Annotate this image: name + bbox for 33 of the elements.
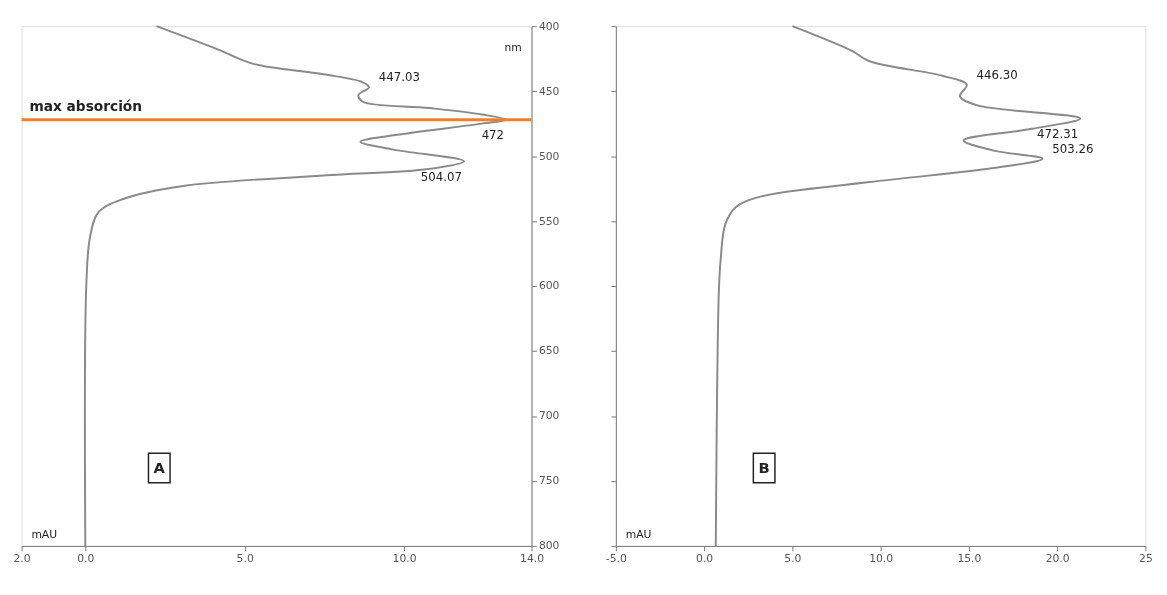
y-tick-label: 600 xyxy=(538,279,560,293)
y-tick-label: 800 xyxy=(538,539,560,553)
y-tick-label: 550 xyxy=(538,214,560,228)
annotation: 504.07 xyxy=(420,169,462,184)
x-axis-title: mAU xyxy=(31,528,58,542)
annotation: A xyxy=(153,458,166,476)
y-tick-label: 650 xyxy=(538,344,560,358)
y-tick-label: 750 xyxy=(538,474,560,488)
x-tick-label: 10.0 xyxy=(392,552,417,566)
annotation: 472 xyxy=(481,128,505,143)
x-tick-label: 10.0 xyxy=(869,552,894,566)
y-axis-title: nm xyxy=(504,40,522,54)
annotation: 472.31 xyxy=(1037,127,1079,142)
x-tick-label: 14.0 xyxy=(520,552,545,566)
x-tick-label: 0.0 xyxy=(696,552,714,566)
x-tick-label: -5.0 xyxy=(605,552,627,566)
y-tick-label: 400 xyxy=(538,19,560,33)
x-tick-label: 5.0 xyxy=(784,552,802,566)
x-tick-label: 25 xyxy=(1139,552,1153,566)
x-tick-label: 2.0 xyxy=(13,552,31,566)
x-tick-label: 0.0 xyxy=(77,552,95,566)
x-tick-label: 20.0 xyxy=(1045,552,1070,566)
annotation: 447.03 xyxy=(378,70,420,85)
annotation: 446.30 xyxy=(976,67,1018,82)
annotation: B xyxy=(758,458,770,476)
y-tick-label: 450 xyxy=(538,84,560,98)
x-tick-label: 5.0 xyxy=(236,552,254,566)
x-tick-label: 15.0 xyxy=(957,552,982,566)
y-tick-label: 700 xyxy=(538,409,560,423)
x-axis-title: mAU xyxy=(625,528,652,542)
y-tick-label: 500 xyxy=(538,149,560,163)
annotation: 503.26 xyxy=(1052,141,1094,156)
ref-line-label: max absorción xyxy=(29,97,143,114)
